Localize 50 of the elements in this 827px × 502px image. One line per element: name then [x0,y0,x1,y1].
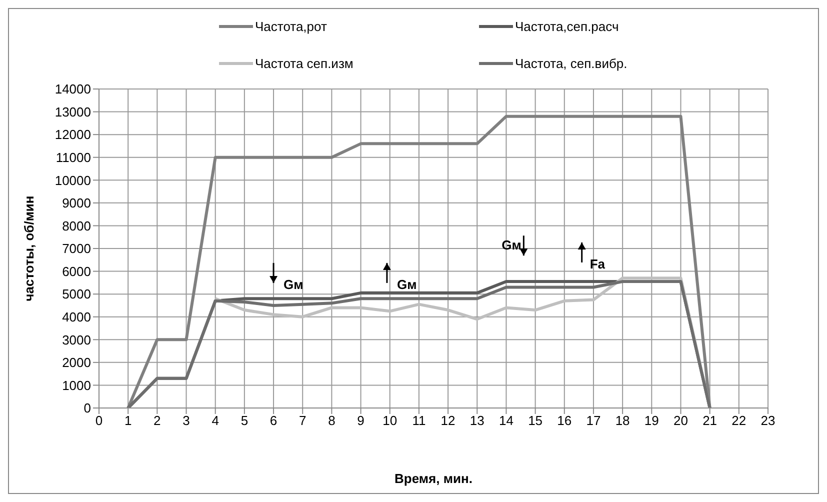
x-tick-label: 2 [154,413,161,428]
y-tick-label: 10000 [54,172,91,188]
y-tick-label: 13000 [54,104,91,120]
x-tick-label: 22 [732,413,746,428]
annotation: Fa [590,256,606,272]
annotation: Gм [502,238,522,253]
x-tick-label: 15 [528,413,543,428]
legend-label: Частота сеп.изм [255,56,354,71]
y-tick-label: 14000 [54,82,91,97]
x-tick-label: 19 [644,413,659,428]
x-tick-label: 4 [212,413,219,428]
y-tick-label: 7000 [62,241,91,256]
legend-label: Частота,рот [255,19,327,34]
x-tick-label: 3 [182,413,190,428]
y-tick-label: 6000 [62,264,91,279]
x-axis-title: Время, мин. [394,471,472,486]
annotation: Gм [396,276,417,292]
y-tick-label: 8000 [62,218,91,234]
x-tick-label: 13 [470,413,484,428]
y-tick-label: 0 [84,400,91,416]
y-tick-label: 4000 [62,309,91,324]
annotation: Gм [284,276,304,292]
x-tick-label: 0 [95,413,103,428]
legend-label: Частота,сеп.расч [515,19,619,34]
x-tick-label: 9 [357,413,364,428]
line-series [126,280,712,408]
x-tick-label: 1 [124,413,132,428]
x-tick-label: 10 [382,413,398,428]
x-tick-label: 21 [702,413,718,428]
x-tick-label: 16 [557,413,572,428]
y-tick-label: 9000 [62,196,91,211]
x-tick-label: 12 [440,413,456,428]
x-tick-label: 20 [674,413,688,428]
y-tick-label: 5000 [62,286,91,302]
legend-label: Частота, сеп.вибр. [515,56,628,71]
x-tick-label: 7 [298,413,306,428]
x-tick-label: 11 [412,413,426,428]
y-axis-title: частоты, об/мин [22,196,37,302]
y-tick-label: 11000 [56,150,91,165]
x-tick-label: 8 [328,413,336,428]
y-tick-label: 12000 [54,127,91,142]
y-tick-label: 1000 [62,378,91,393]
x-tick-label: 18 [615,413,630,428]
x-tick-label: 17 [586,413,601,428]
y-tick-label: 3000 [62,332,91,348]
x-tick-label: 6 [270,413,278,428]
x-tick-label: 23 [760,413,776,428]
x-tick-label: 5 [240,413,248,428]
y-tick-label: 2000 [62,355,91,370]
x-tick-label: 14 [498,413,514,428]
